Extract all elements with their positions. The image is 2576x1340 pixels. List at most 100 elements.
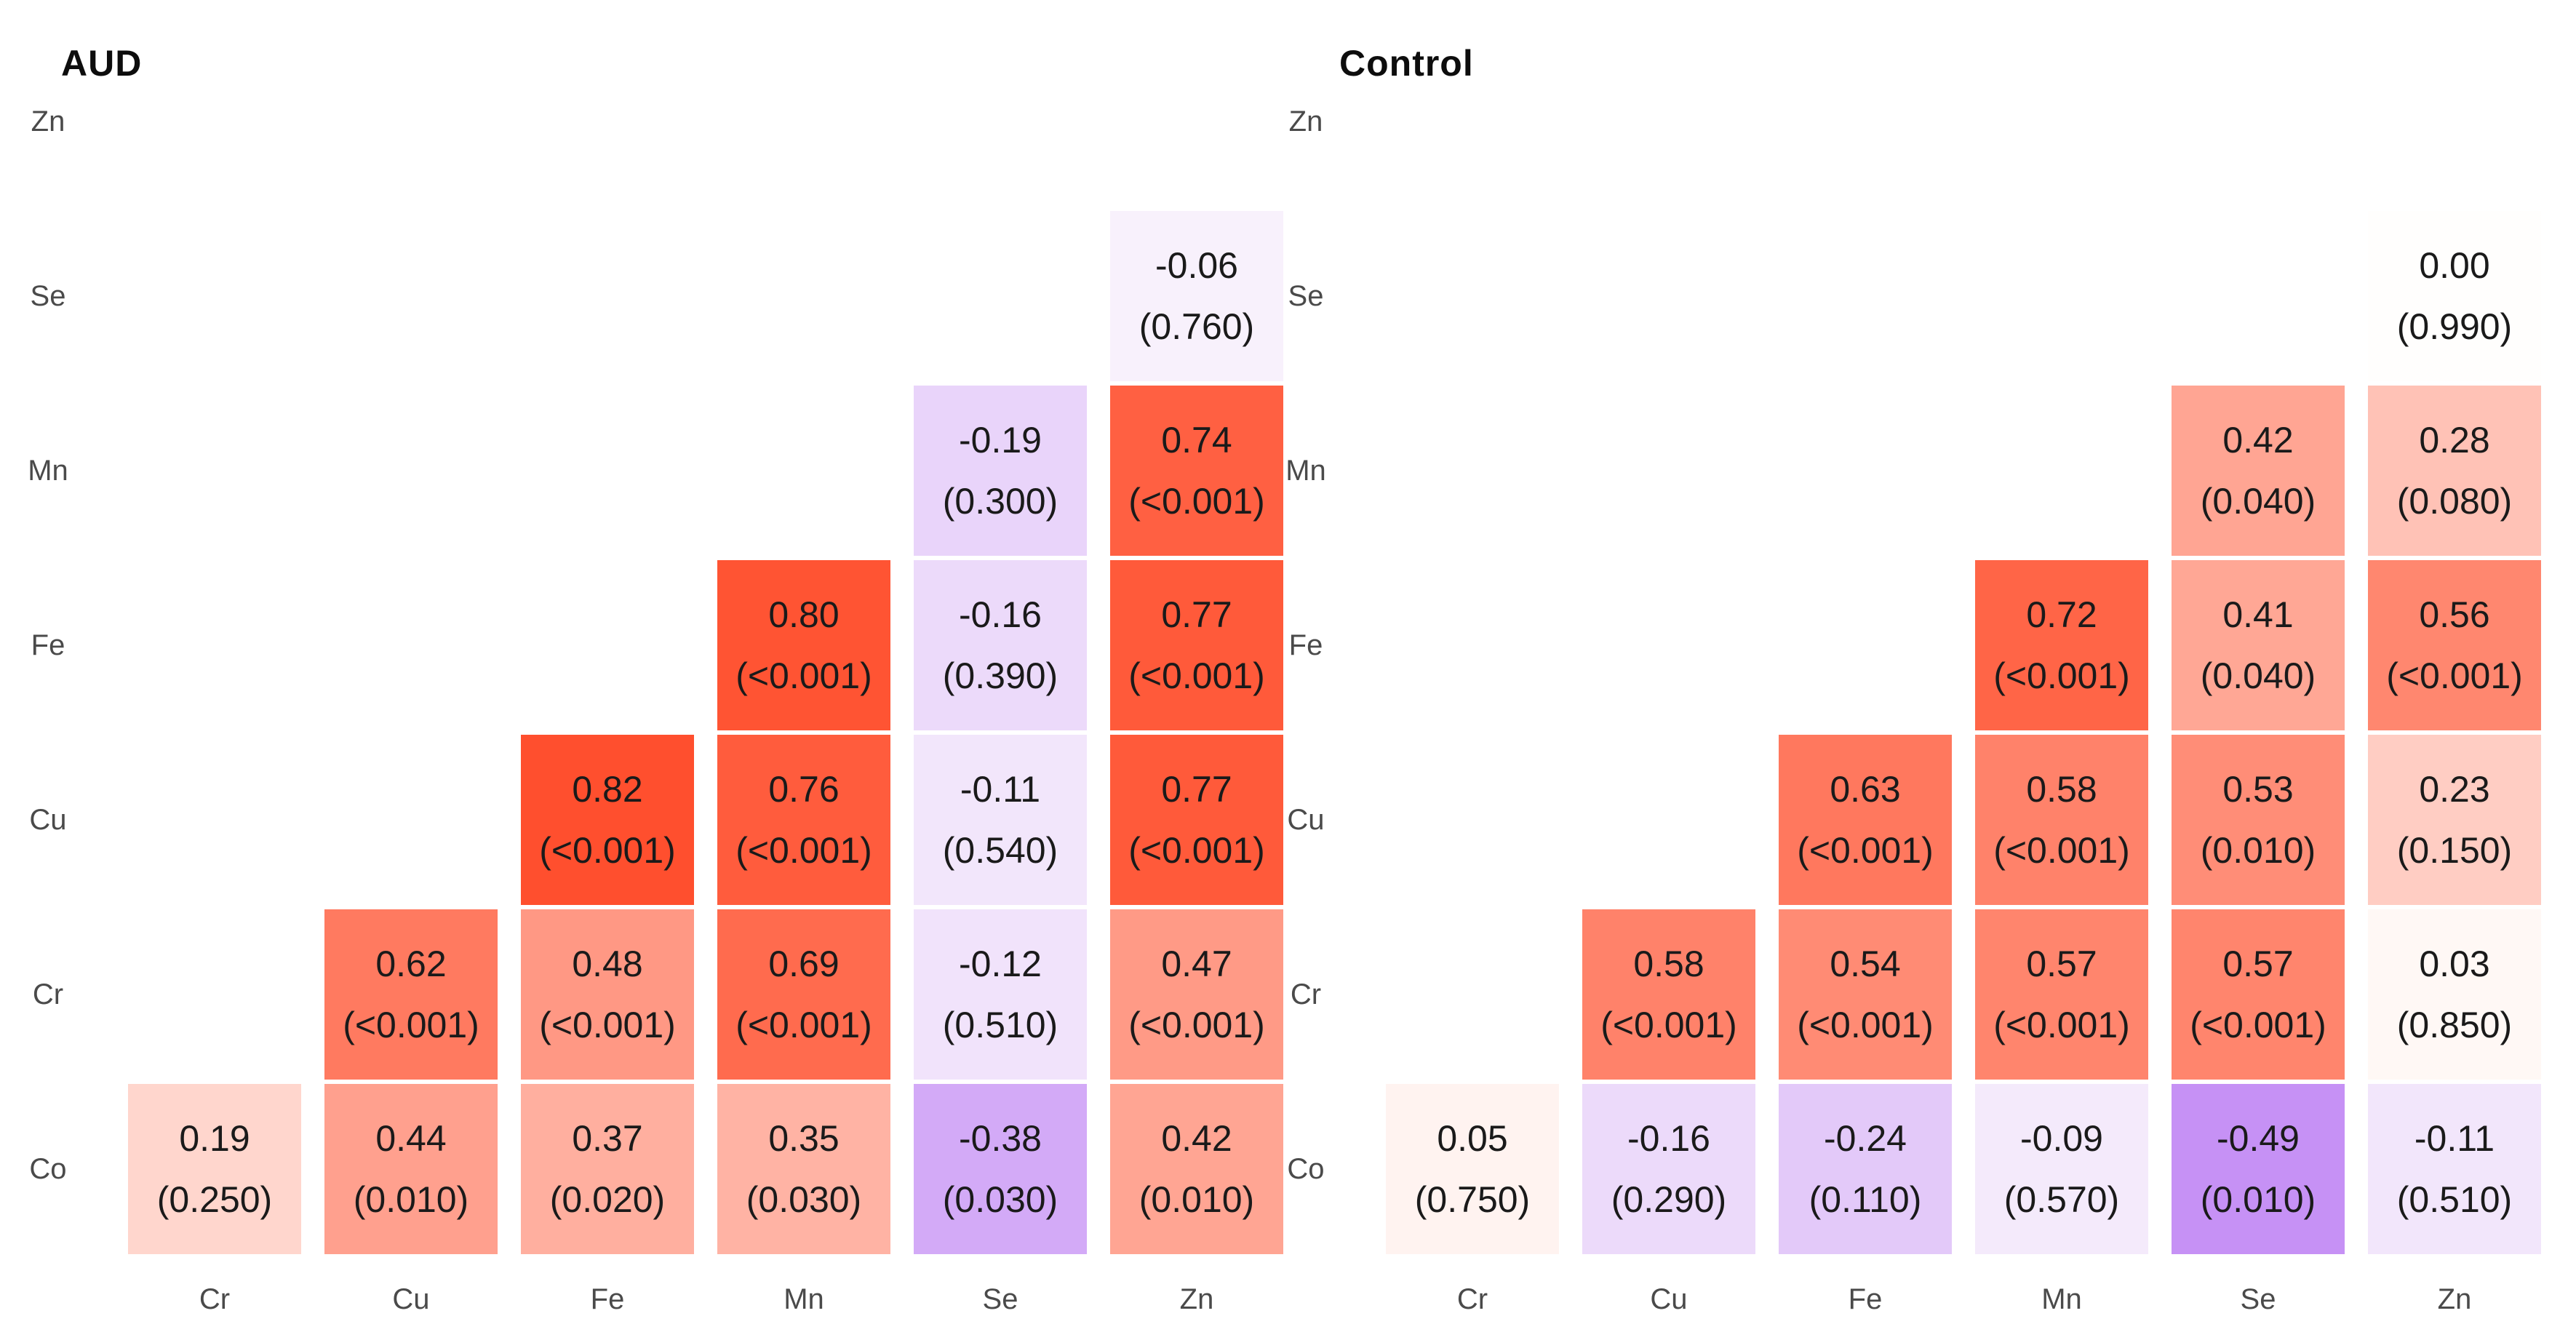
cell-correlation-value: 0.58 [2026, 769, 2097, 810]
heatmap-cell: 0.63 (<0.001) [1779, 735, 1952, 905]
y-axis-label: Cr [32, 978, 64, 1010]
cell-correlation-value: -0.16 [1627, 1118, 1710, 1159]
x-axis-label: Cu [392, 1283, 430, 1315]
cell-p-value: (<0.001) [1797, 1005, 1934, 1045]
cell-p-value: (<0.001) [735, 655, 872, 696]
heatmap-cell: 0.74 (<0.001) [1110, 386, 1283, 556]
heatmap-cell: 0.48 (<0.001) [521, 909, 694, 1080]
cell-p-value: (<0.001) [539, 830, 676, 871]
cell-correlation-value: 0.28 [2419, 420, 2490, 460]
heatmap-cell: -0.11 (0.510) [2368, 1084, 2541, 1254]
y-axis-label: Se [1288, 280, 1324, 312]
heatmap-cell: 0.80 (<0.001) [717, 560, 890, 730]
x-axis-label: Mn [2041, 1283, 2082, 1315]
cell-correlation-value: 0.37 [572, 1118, 643, 1159]
cell-p-value: (0.010) [2200, 830, 2316, 871]
panel-title-control: Control [1339, 43, 1474, 84]
y-axis-label: Co [1287, 1153, 1325, 1185]
cell-p-value: (0.570) [2003, 1179, 2120, 1220]
cell-correlation-value: 0.77 [1161, 594, 1232, 635]
x-axis-label: Mn [783, 1283, 824, 1315]
cell-correlation-value: 0.57 [2026, 944, 2097, 984]
x-axis-label: Fe [590, 1283, 625, 1315]
cell-p-value: (0.150) [2396, 830, 2513, 871]
cell-correlation-value: -0.19 [959, 420, 1042, 460]
cell-correlation-value: 0.54 [1830, 944, 1901, 984]
heatmap-cell: -0.49 (0.010) [2172, 1084, 2345, 1254]
cell-p-value: (0.010) [2200, 1179, 2316, 1220]
x-axis-label: Cu [1650, 1283, 1688, 1315]
cell-p-value: (0.290) [1611, 1179, 1727, 1220]
cell-p-value: (0.110) [1809, 1179, 1922, 1220]
x-axis-label: Zn [2437, 1283, 2472, 1315]
cell-correlation-value: 0.23 [2419, 769, 2490, 810]
cell-correlation-value: -0.11 [2414, 1118, 2495, 1159]
heatmap-cell: 0.05 (0.750) [1386, 1084, 1559, 1254]
heatmap-cell: 0.42 (0.010) [1110, 1084, 1283, 1254]
cell-correlation-value: 0.58 [1633, 944, 1704, 984]
y-axis-label: Mn [28, 455, 68, 487]
cell-p-value: (<0.001) [1993, 830, 2130, 871]
x-axis-label: Zn [1179, 1283, 1214, 1315]
cell-correlation-value: 0.72 [2026, 594, 2097, 635]
cell-p-value: (<0.001) [1993, 1005, 2130, 1045]
heatmap-cell: -0.16 (0.390) [914, 560, 1087, 730]
heatmap-cell: 0.47 (<0.001) [1110, 909, 1283, 1080]
cell-p-value: (0.850) [2396, 1005, 2513, 1045]
heatmap-cell: 0.76 (<0.001) [717, 735, 890, 905]
cell-correlation-value: 0.19 [179, 1118, 250, 1159]
cell-correlation-value: 0.03 [2419, 944, 2490, 984]
cell-correlation-value: 0.63 [1830, 769, 1901, 810]
heatmap-cell: 0.28 (0.080) [2368, 386, 2541, 556]
heatmap-cell: 0.53 (0.010) [2172, 735, 2345, 905]
heatmap-cell: 0.23 (0.150) [2368, 735, 2541, 905]
heatmap-cell: 0.77 (<0.001) [1110, 560, 1283, 730]
cell-correlation-value: -0.06 [1155, 245, 1238, 286]
heatmap-cell: -0.38 (0.030) [914, 1084, 1087, 1254]
heatmap-cell: 0.69 (<0.001) [717, 909, 890, 1080]
cell-p-value: (0.250) [156, 1179, 273, 1220]
cell-p-value: (<0.001) [343, 1005, 479, 1045]
y-axis-label: Cr [1290, 978, 1322, 1010]
cell-p-value: (0.020) [549, 1179, 666, 1220]
cell-p-value: (0.010) [1139, 1179, 1255, 1220]
panel-title-aud: AUD [61, 43, 143, 84]
cell-p-value: (0.300) [942, 481, 1058, 522]
y-axis-label: Zn [31, 105, 65, 137]
cell-correlation-value: -0.24 [1824, 1118, 1907, 1159]
cell-p-value: (0.510) [942, 1005, 1058, 1045]
x-axis-label: Se [2240, 1283, 2276, 1315]
cell-p-value: (0.030) [746, 1179, 862, 1220]
heatmap-cell: 0.72 (<0.001) [1975, 560, 2148, 730]
heatmap-cell: -0.09 (0.570) [1975, 1084, 2148, 1254]
cell-p-value: (<0.001) [1128, 1005, 1265, 1045]
x-axis-label: Cr [199, 1283, 231, 1315]
x-axis-label: Fe [1848, 1283, 1883, 1315]
cell-p-value: (0.390) [942, 655, 1058, 696]
heatmap-cell: -0.16 (0.290) [1582, 1084, 1755, 1254]
cell-correlation-value: 0.76 [768, 769, 840, 810]
y-axis-label: Cu [29, 804, 67, 836]
cell-correlation-value: 0.48 [572, 944, 643, 984]
heatmap-cell: 0.19 (0.250) [128, 1084, 301, 1254]
cell-correlation-value: -0.12 [959, 944, 1042, 984]
heatmap-cell: 0.00 (0.990) [2368, 211, 2541, 381]
heatmap-cell: 0.77 (<0.001) [1110, 735, 1283, 905]
cell-p-value: (0.760) [1139, 306, 1255, 347]
cell-correlation-value: 0.82 [572, 769, 643, 810]
cell-correlation-value: 0.56 [2419, 594, 2490, 635]
cell-correlation-value: 0.74 [1161, 420, 1232, 460]
cell-p-value: (0.040) [2200, 655, 2316, 696]
heatmap-cell: 0.54 (<0.001) [1779, 909, 1952, 1080]
heatmap-cell: -0.19 (0.300) [914, 386, 1087, 556]
cell-p-value: (<0.001) [539, 1005, 676, 1045]
cell-p-value: (<0.001) [1128, 481, 1265, 522]
x-axis-label: Se [982, 1283, 1018, 1315]
heatmap-cell: 0.03 (0.850) [2368, 909, 2541, 1080]
cell-correlation-value: 0.62 [375, 944, 447, 984]
cell-p-value: (0.750) [1414, 1179, 1531, 1220]
cell-p-value: (<0.001) [735, 1005, 872, 1045]
cell-p-value: (<0.001) [735, 830, 872, 871]
cell-correlation-value: 0.77 [1161, 769, 1232, 810]
heatmap-cell: 0.57 (<0.001) [2172, 909, 2345, 1080]
